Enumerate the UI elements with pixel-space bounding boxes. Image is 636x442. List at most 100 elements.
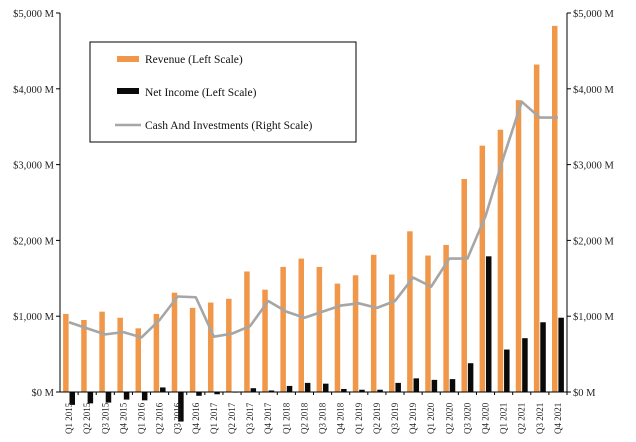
net-income-bar (268, 390, 275, 392)
revenue-bar (389, 274, 395, 392)
net-income-bar (87, 392, 94, 404)
x-tick-labels: Q1 2015 Q2 2015 Q3 2015 Q4 2015 Q1 2016 Q2 20… (64, 392, 568, 434)
net-income-bar (485, 256, 492, 392)
x-tick-label: Q2 2019 (372, 402, 382, 434)
net-income-bar (286, 385, 293, 392)
revenue-bar (153, 313, 160, 392)
revenue-bar (262, 289, 268, 392)
x-tick-label: Q1 2021 (499, 403, 509, 434)
cash-line-layer (68, 100, 558, 339)
x-tick-label: Q3 2019 (390, 402, 400, 434)
x-tick-label: Q3 2018 (318, 402, 328, 434)
x-tick-label: Q3 2015 (100, 402, 110, 434)
right-axis-tick-label: $0 M (573, 388, 596, 399)
x-tick-label: Q2 2017 (227, 402, 237, 434)
x-tick-label: Q2 2020 (444, 402, 454, 434)
revenue-bar (298, 258, 304, 392)
revenue-bar (207, 302, 214, 392)
x-tick-label: Q4 2017 (263, 402, 273, 434)
net-income-bar (141, 392, 148, 401)
revenue-bar (171, 292, 178, 392)
right-axis-tick-label: $1,000 M (573, 312, 615, 323)
x-tick-label: Q2 2015 (82, 402, 92, 434)
x-tick-label: Q1 2016 (136, 402, 146, 434)
revenue-bar (280, 266, 286, 392)
right-axis-tick-label: $5,000 M (573, 9, 615, 20)
revenue-bar (443, 244, 449, 392)
right-axis-tick-label: $4,000 M (573, 85, 615, 96)
x-tick-label: Q4 2016 (191, 402, 201, 434)
x-tick-label: Q1 2018 (281, 402, 291, 434)
cash-and-investments-line (68, 100, 558, 339)
net-income-bar (160, 387, 166, 392)
net-income-bar (377, 389, 383, 392)
revenue-bar (226, 298, 232, 392)
x-tick-label: Q3 2021 (535, 403, 545, 434)
left-axis-tick-label: $1,000 M (13, 312, 55, 323)
revenue-bar (63, 313, 69, 392)
x-tick-label: Q2 2018 (299, 402, 309, 434)
revenue-bar (533, 64, 540, 392)
net-income-bar (504, 349, 510, 392)
x-tick-label: Q3 2020 (462, 402, 472, 434)
revenue-bar (479, 145, 486, 392)
revenue-bar (316, 266, 323, 392)
revenue-bar (244, 271, 250, 392)
net-income-bar (123, 392, 130, 400)
x-tick-label: Q1 2017 (209, 402, 219, 434)
revenue-bar (135, 328, 142, 392)
x-tick-label: Q2 2016 (155, 402, 165, 434)
net-income-bar (105, 392, 112, 403)
net-income-bar (341, 388, 347, 392)
left-axis-tick-label: $3,000 M (13, 161, 55, 172)
axes: $0 M $1,000 M $2,000 M $3,000 M $4,000 M $5,0… (13, 9, 614, 399)
net-income-bar (449, 379, 456, 392)
x-tick-label: Q1 2015 (64, 402, 74, 434)
x-tick-label: Q3 2017 (245, 402, 255, 434)
net-income-bar (196, 392, 202, 396)
revenue-bar (81, 319, 87, 392)
revenue-bar (334, 283, 341, 392)
net-income-bar (250, 388, 257, 392)
left-axis-tick-label: $2,000 M (13, 236, 55, 247)
x-tick-label: Q2 2021 (517, 403, 527, 434)
net-income-bar (323, 383, 329, 392)
left-axis-tick-label: $0 M (32, 388, 55, 399)
net-income-bar (304, 382, 311, 392)
legend-net-income-swatch (117, 88, 139, 94)
net-income-bar (558, 317, 564, 392)
net-income-bar (359, 389, 365, 392)
right-axis-tick-label: $2,000 M (573, 236, 615, 247)
x-tick-label: Q4 2019 (408, 402, 418, 434)
net-income-bar (431, 379, 438, 392)
legend-net-income-label: Net Income (Left Scale) (145, 87, 257, 99)
net-income-bar (395, 382, 401, 392)
left-axis-tick-label: $5,000 M (13, 9, 55, 20)
revenue-bar (352, 275, 359, 392)
revenue-bar (99, 311, 105, 392)
x-tick-label: Q4 2018 (336, 402, 346, 434)
revenue-bar (515, 100, 522, 393)
revenue-bar (425, 255, 431, 392)
legend: Revenue (Left Scale) Net Income (Left Sc… (89, 41, 357, 143)
revenue-bar (370, 254, 377, 392)
right-axis-tick-label: $3,000 M (573, 161, 615, 172)
revenue-bar (189, 307, 196, 392)
bars-layer (63, 25, 564, 422)
revenue-bar (117, 317, 123, 392)
legend-revenue-label: Revenue (Left Scale) (145, 54, 243, 66)
x-tick-label: Q4 2020 (481, 402, 491, 434)
revenue-bar (552, 25, 558, 392)
net-income-bar (69, 392, 75, 405)
net-income-bar (178, 392, 184, 422)
net-income-bar (522, 338, 528, 392)
revenue-bar (407, 231, 413, 392)
legend-cash-label: Cash And Investments (Right Scale) (145, 120, 313, 132)
revenue-bar (497, 129, 504, 393)
x-tick-label: Q1 2020 (426, 402, 436, 434)
x-tick-label: Q3 2016 (173, 402, 183, 434)
left-axis-tick-label: $4,000 M (13, 85, 55, 96)
net-income-bar (413, 378, 420, 392)
net-income-bar (214, 392, 220, 395)
